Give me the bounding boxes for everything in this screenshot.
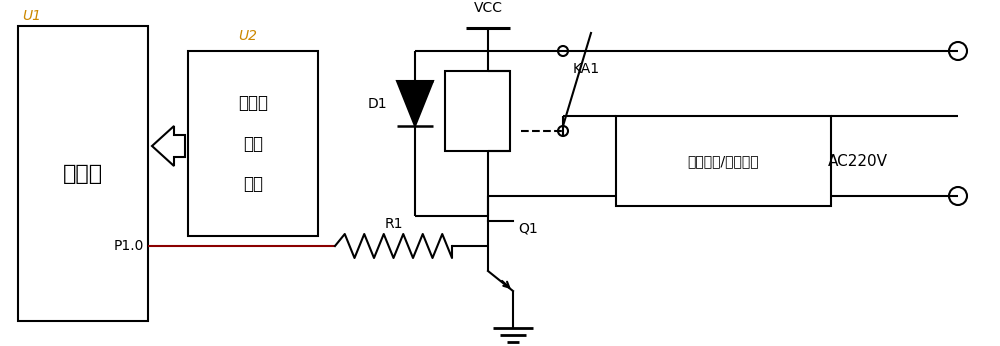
- Bar: [18, 26, 148, 321]
- Bar: [445, 71, 510, 151]
- Text: 时钟: 时钟: [243, 135, 263, 153]
- Bar: [616, 116, 831, 206]
- Text: P1.0: P1.0: [114, 239, 144, 253]
- Text: U2: U2: [239, 29, 258, 43]
- Text: D1: D1: [367, 97, 387, 110]
- Text: Q1: Q1: [518, 221, 538, 235]
- Text: 万年历: 万年历: [238, 94, 268, 112]
- FancyArrow shape: [152, 126, 185, 166]
- Bar: [188, 51, 318, 236]
- Text: 芯片: 芯片: [243, 175, 263, 193]
- Text: KA1: KA1: [573, 62, 600, 76]
- Text: 单片机: 单片机: [63, 164, 103, 183]
- Polygon shape: [397, 81, 433, 126]
- Text: R1: R1: [384, 217, 403, 231]
- Text: VCC: VCC: [474, 1, 503, 15]
- Text: AC220V: AC220V: [828, 154, 888, 169]
- Text: U1: U1: [22, 9, 41, 23]
- Text: 空调制热/制冷系统: 空调制热/制冷系统: [688, 154, 759, 168]
